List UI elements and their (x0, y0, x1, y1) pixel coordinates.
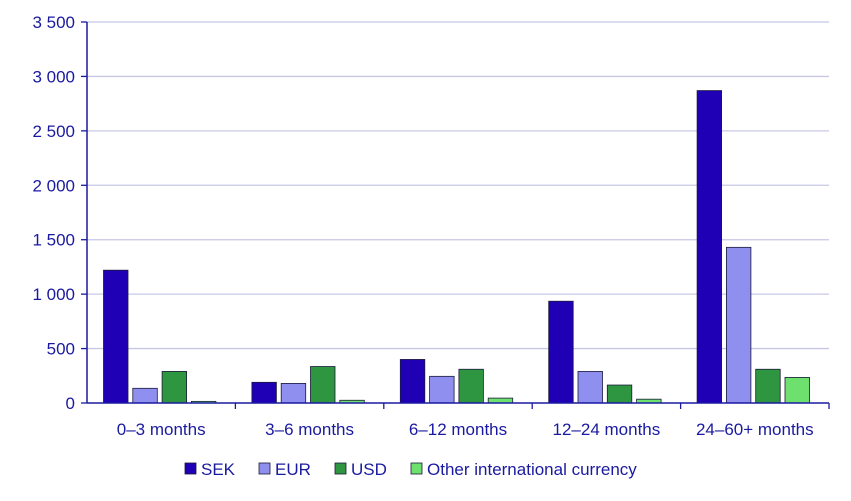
legend-label: USD (351, 460, 387, 479)
bar-sek-1 (251, 381, 277, 404)
x-tick-label: 12–24 months (553, 420, 661, 439)
bar-sek-0 (103, 269, 129, 404)
legend-label: EUR (275, 460, 311, 479)
bar-sek-3 (548, 300, 574, 404)
bar-eur-2 (429, 375, 455, 404)
y-tick-label: 2 000 (32, 176, 75, 195)
x-tick-label: 0–3 months (117, 420, 206, 439)
bar-usd-3 (606, 384, 633, 404)
y-tick-label: 1 500 (32, 231, 75, 250)
legend-swatch (184, 462, 197, 475)
x-tick-label: 24–60+ months (696, 420, 814, 439)
bar-usd-4 (755, 368, 781, 404)
bar-usd-1 (310, 366, 336, 404)
legend-label: Other international currency (427, 460, 637, 479)
y-tick-label: 1 000 (32, 285, 75, 304)
axes (86, 22, 829, 404)
y-tick-label: 3 500 (32, 13, 75, 32)
y-tick-label: 0 (66, 394, 75, 413)
x-tick-label: 6–12 months (409, 420, 507, 439)
legend-swatch (410, 462, 423, 475)
bar-eur-0 (132, 387, 158, 404)
bar-eur-1 (280, 383, 307, 404)
y-tick-label: 2 500 (32, 122, 75, 141)
bar-usd-2 (458, 368, 484, 404)
y-tick-label: 3 000 (32, 67, 75, 86)
legend-swatch (334, 462, 347, 475)
bar-sek-2 (399, 359, 426, 404)
bar-eur-4 (726, 246, 752, 404)
bar-other-international-currency-4 (784, 377, 810, 404)
bar-usd-0 (161, 371, 188, 404)
legend-swatch (258, 462, 271, 475)
y-axis-ticks: 0 500 1 000 1 500 2 000 2 500 3 000 3 500 (32, 13, 87, 413)
y-tick-label: 500 (47, 340, 75, 359)
x-axis-ticks: 0–3 months 3–6 months 6–12 months 12–24 mon… (117, 403, 830, 439)
gridlines (87, 21, 829, 350)
legend-label: SEK (201, 460, 236, 479)
bar-sek-4 (696, 90, 722, 404)
legend: SEK EUR USD Other international currency (184, 460, 637, 479)
bar-eur-3 (577, 371, 603, 404)
x-tick-label: 3–6 months (265, 420, 354, 439)
bars (103, 90, 810, 404)
